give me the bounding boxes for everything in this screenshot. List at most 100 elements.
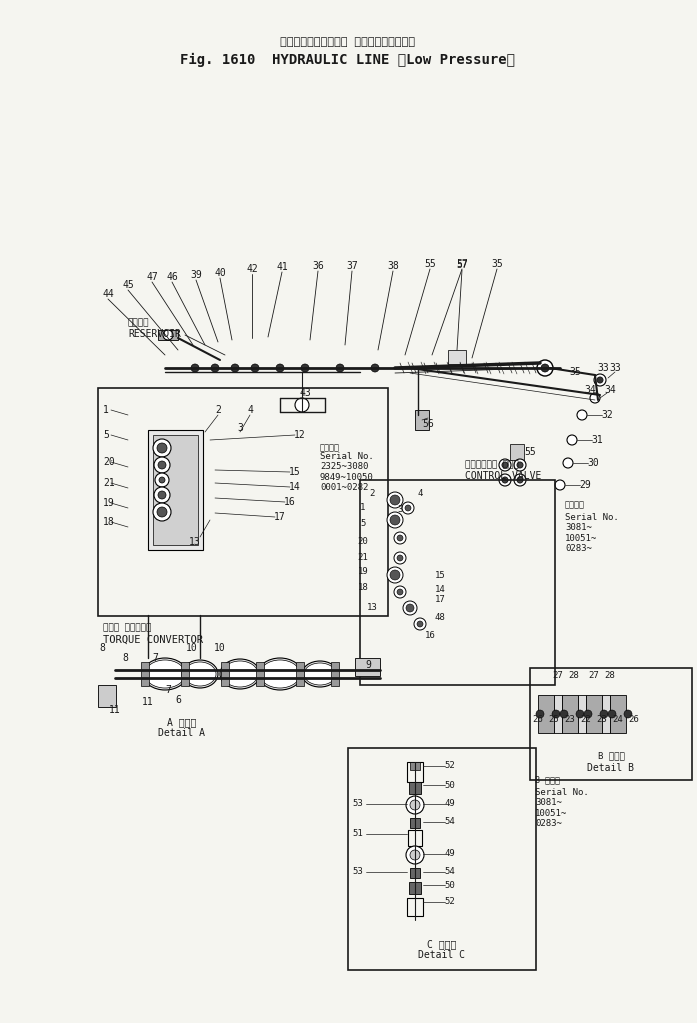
- Text: 21: 21: [358, 553, 369, 563]
- Text: 54: 54: [445, 868, 455, 877]
- Circle shape: [499, 459, 511, 471]
- Circle shape: [597, 377, 603, 383]
- Circle shape: [251, 364, 259, 372]
- Circle shape: [336, 364, 344, 372]
- Bar: [408, 830, 422, 846]
- Text: 31: 31: [591, 435, 603, 445]
- Text: 48: 48: [435, 614, 445, 623]
- Text: 11: 11: [109, 705, 121, 715]
- Text: 1: 1: [103, 405, 109, 415]
- Text: 17: 17: [274, 512, 286, 522]
- Circle shape: [155, 473, 169, 487]
- Text: B 詳細図: B 詳細図: [535, 775, 560, 785]
- Text: 5: 5: [103, 430, 109, 440]
- Text: 8: 8: [99, 643, 105, 653]
- Text: 53: 53: [353, 868, 363, 877]
- Text: 46: 46: [166, 272, 178, 282]
- Text: 35: 35: [491, 259, 503, 269]
- Text: 27: 27: [553, 670, 563, 679]
- Circle shape: [560, 710, 568, 718]
- Circle shape: [536, 710, 544, 718]
- Circle shape: [397, 589, 403, 595]
- Circle shape: [163, 330, 173, 340]
- Circle shape: [403, 601, 417, 615]
- Text: 10: 10: [186, 643, 198, 653]
- Text: コントロール バルブ: コントロール バルブ: [465, 460, 519, 470]
- Text: 15: 15: [435, 571, 445, 579]
- Circle shape: [590, 393, 600, 403]
- Text: 4: 4: [418, 489, 422, 497]
- Text: 53: 53: [353, 800, 363, 808]
- Text: 28: 28: [569, 670, 579, 679]
- Circle shape: [552, 710, 560, 718]
- Ellipse shape: [182, 660, 218, 688]
- Text: 49: 49: [445, 800, 455, 808]
- Text: 21: 21: [103, 478, 115, 488]
- Bar: [360, 480, 555, 685]
- Circle shape: [577, 410, 587, 420]
- Bar: [407, 898, 423, 916]
- Bar: [410, 868, 420, 878]
- Text: CONTROL VALVE: CONTROL VALVE: [465, 471, 542, 481]
- Circle shape: [567, 435, 577, 445]
- Text: 8: 8: [122, 653, 128, 663]
- Bar: [141, 662, 149, 686]
- Bar: [554, 695, 562, 733]
- Ellipse shape: [302, 661, 338, 687]
- Circle shape: [517, 462, 523, 468]
- Text: 5: 5: [360, 519, 366, 528]
- Text: 38: 38: [387, 261, 399, 271]
- Circle shape: [514, 459, 526, 471]
- Text: 36: 36: [312, 261, 324, 271]
- Circle shape: [410, 800, 420, 810]
- Text: 29: 29: [579, 480, 591, 490]
- Bar: [409, 782, 421, 794]
- Circle shape: [153, 439, 171, 457]
- Text: 12: 12: [294, 430, 306, 440]
- Circle shape: [417, 621, 423, 627]
- Text: 26: 26: [533, 715, 544, 724]
- Circle shape: [406, 604, 414, 612]
- Bar: [448, 350, 466, 364]
- Bar: [415, 410, 429, 430]
- Circle shape: [276, 364, 284, 372]
- Text: Serial No.
3081~
10051~
0283~: Serial No. 3081~ 10051~ 0283~: [565, 513, 619, 553]
- Text: 41: 41: [276, 262, 288, 272]
- Bar: [221, 662, 229, 686]
- Circle shape: [211, 364, 219, 372]
- Circle shape: [499, 474, 511, 486]
- Text: RESERVOIR: RESERVOIR: [128, 329, 181, 339]
- Text: 54: 54: [445, 817, 455, 827]
- Bar: [538, 695, 554, 733]
- Text: 4: 4: [247, 405, 253, 415]
- Circle shape: [154, 457, 170, 473]
- Circle shape: [387, 567, 403, 583]
- Circle shape: [624, 710, 632, 718]
- Text: トルク コンバータ: トルク コンバータ: [103, 623, 151, 632]
- Text: 13: 13: [189, 537, 201, 547]
- Circle shape: [154, 487, 170, 503]
- Bar: [409, 882, 421, 894]
- Text: 35: 35: [569, 367, 581, 377]
- Circle shape: [563, 458, 573, 468]
- Text: リザーバ: リザーバ: [128, 318, 149, 327]
- Text: 57: 57: [456, 259, 468, 269]
- Circle shape: [410, 850, 420, 860]
- Text: 18: 18: [358, 582, 369, 591]
- Bar: [331, 662, 339, 686]
- Text: TORQUE CONVERTOR: TORQUE CONVERTOR: [103, 635, 203, 644]
- Text: 3: 3: [237, 422, 243, 433]
- Text: 50: 50: [445, 881, 455, 890]
- Text: 適用番号: 適用番号: [320, 443, 340, 452]
- Text: 34: 34: [584, 385, 596, 395]
- Text: 55: 55: [524, 447, 536, 457]
- Text: 14: 14: [435, 585, 445, 594]
- Bar: [355, 658, 380, 676]
- Bar: [98, 685, 116, 707]
- Circle shape: [514, 474, 526, 486]
- Text: Serial No.
3081~
10051~
0283~: Serial No. 3081~ 10051~ 0283~: [535, 788, 589, 829]
- Text: 51: 51: [353, 830, 363, 839]
- Text: 20: 20: [358, 537, 369, 546]
- Ellipse shape: [260, 660, 300, 688]
- Ellipse shape: [184, 662, 216, 686]
